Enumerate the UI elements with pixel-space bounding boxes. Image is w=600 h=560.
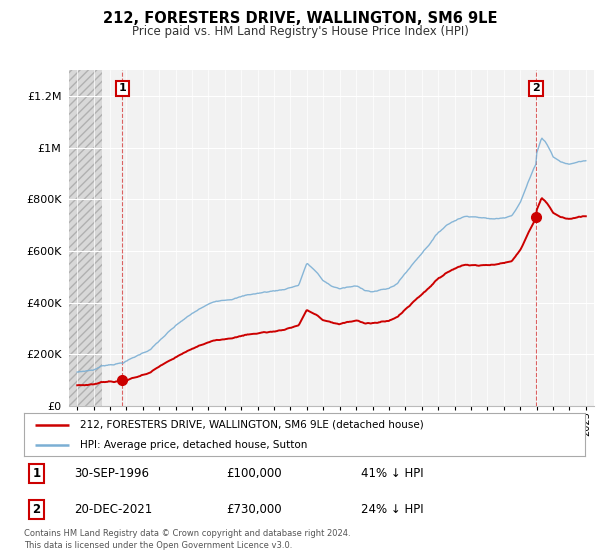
- Text: £100,000: £100,000: [226, 467, 281, 480]
- Text: 20-DEC-2021: 20-DEC-2021: [74, 503, 153, 516]
- Text: 212, FORESTERS DRIVE, WALLINGTON, SM6 9LE (detached house): 212, FORESTERS DRIVE, WALLINGTON, SM6 9L…: [80, 420, 424, 430]
- Text: £730,000: £730,000: [226, 503, 281, 516]
- Text: 30-SEP-1996: 30-SEP-1996: [74, 467, 149, 480]
- Text: 24% ↓ HPI: 24% ↓ HPI: [361, 503, 423, 516]
- Text: 1: 1: [32, 467, 41, 480]
- Text: 1: 1: [118, 83, 126, 94]
- Text: Contains HM Land Registry data © Crown copyright and database right 2024.
This d: Contains HM Land Registry data © Crown c…: [24, 529, 350, 550]
- Text: 2: 2: [532, 83, 540, 94]
- Text: Price paid vs. HM Land Registry's House Price Index (HPI): Price paid vs. HM Land Registry's House …: [131, 25, 469, 38]
- Text: 212, FORESTERS DRIVE, WALLINGTON, SM6 9LE: 212, FORESTERS DRIVE, WALLINGTON, SM6 9L…: [103, 11, 497, 26]
- Text: 2: 2: [32, 503, 41, 516]
- Bar: [69, 70, 102, 406]
- Text: HPI: Average price, detached house, Sutton: HPI: Average price, detached house, Sutt…: [80, 441, 307, 450]
- Text: 41% ↓ HPI: 41% ↓ HPI: [361, 467, 423, 480]
